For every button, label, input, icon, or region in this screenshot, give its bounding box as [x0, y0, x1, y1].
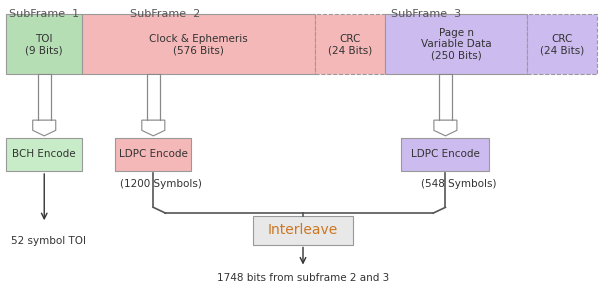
Text: (1200 Symbols): (1200 Symbols) [120, 179, 202, 189]
Text: CRC
(24 Bits): CRC (24 Bits) [328, 33, 372, 55]
Bar [6, 14, 82, 74]
Text: SubFrame  3: SubFrame 3 [391, 9, 461, 19]
Text: Page n
Variable Data
(250 Bits): Page n Variable Data (250 Bits) [421, 28, 491, 61]
Bar [527, 14, 597, 74]
Polygon shape [33, 120, 56, 136]
Bar [439, 74, 452, 120]
Text: 52 symbol TOI: 52 symbol TOI [11, 236, 86, 246]
Text: Interleave: Interleave [268, 223, 338, 237]
Polygon shape [142, 120, 165, 136]
Text: (548 Symbols): (548 Symbols) [421, 179, 497, 189]
Bar [6, 138, 82, 171]
Text: CRC
(24 Bits): CRC (24 Bits) [540, 33, 584, 55]
Text: Clock & Ephemeris
(576 Bits): Clock & Ephemeris (576 Bits) [149, 33, 248, 55]
Text: TOI
(9 Bits): TOI (9 Bits) [25, 33, 63, 55]
Bar [115, 138, 191, 171]
Bar [147, 74, 160, 120]
Text: LDPC Encode: LDPC Encode [119, 150, 188, 159]
Polygon shape [434, 120, 457, 136]
Bar [401, 138, 490, 171]
Bar [38, 74, 51, 120]
Text: SubFrame  2: SubFrame 2 [130, 9, 201, 19]
Bar [315, 14, 385, 74]
Bar [253, 216, 353, 245]
Text: LDPC Encode: LDPC Encode [411, 150, 480, 159]
Text: SubFrame  1: SubFrame 1 [9, 9, 79, 19]
Text: 1748 bits from subframe 2 and 3: 1748 bits from subframe 2 and 3 [217, 273, 389, 283]
Text: BCH Encode: BCH Encode [13, 150, 76, 159]
Bar [82, 14, 315, 74]
Bar [385, 14, 527, 74]
